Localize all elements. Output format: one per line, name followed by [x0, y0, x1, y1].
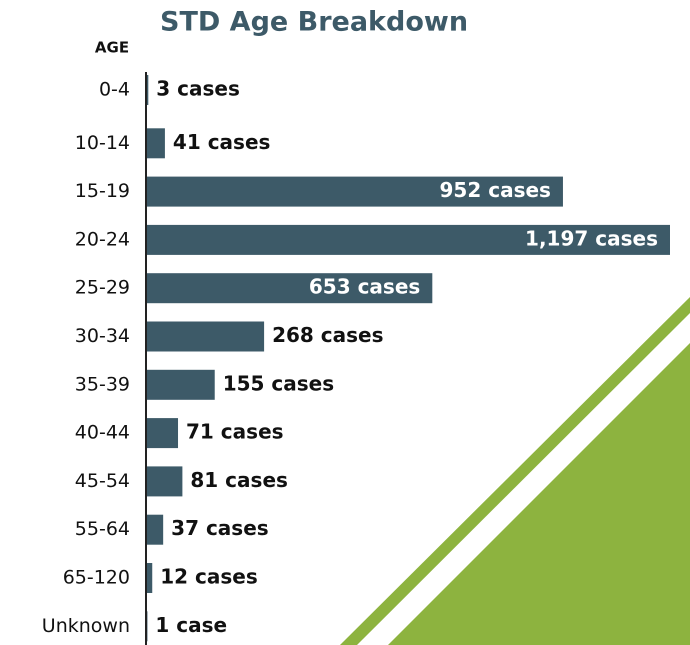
- y-tick-label: 65-120: [63, 567, 130, 589]
- y-tick-label: 25-29: [75, 277, 130, 299]
- bar: [147, 321, 265, 352]
- y-tick-label: 20-24: [75, 228, 130, 250]
- bar: [147, 273, 433, 304]
- decoration-stripe: [340, 297, 690, 645]
- chart-title: STD Age Breakdown: [160, 7, 468, 38]
- data-label: 37 cases: [171, 516, 269, 540]
- data-label: 1 case: [155, 613, 227, 637]
- y-tick-label: 30-34: [75, 325, 130, 347]
- y-tick-label: 10-14: [75, 132, 130, 154]
- y-tick-label: 45-54: [75, 470, 130, 492]
- data-label: 1,197 cases: [525, 226, 658, 250]
- data-label: 81 cases: [190, 468, 288, 492]
- decoration-triangle: [388, 343, 690, 645]
- bar: [147, 369, 215, 400]
- y-tick-label: 15-19: [75, 180, 130, 202]
- data-label: 155 cases: [223, 371, 334, 395]
- data-label: 41 cases: [173, 130, 271, 154]
- data-label: 12 cases: [160, 565, 258, 589]
- bar: [147, 75, 149, 105]
- bar: [147, 224, 670, 255]
- bar: [147, 128, 165, 159]
- axis-label: AGE: [95, 39, 129, 57]
- y-tick-label: 35-39: [75, 373, 130, 395]
- data-label: 3 cases: [156, 77, 240, 101]
- data-label: 71 cases: [186, 420, 284, 444]
- bar: [147, 176, 563, 207]
- y-tick-label: 0-4: [99, 79, 130, 101]
- bar: [147, 466, 183, 497]
- y-tick-label: 55-64: [75, 518, 130, 540]
- y-tick-label: Unknown: [42, 615, 130, 637]
- data-label: 268 cases: [272, 323, 383, 347]
- data-label: 653 cases: [309, 275, 420, 299]
- data-label: 952 cases: [440, 178, 551, 202]
- bar: [147, 514, 164, 545]
- bar: [147, 563, 153, 593]
- y-tick-label: 40-44: [75, 422, 130, 444]
- bar: [147, 418, 179, 449]
